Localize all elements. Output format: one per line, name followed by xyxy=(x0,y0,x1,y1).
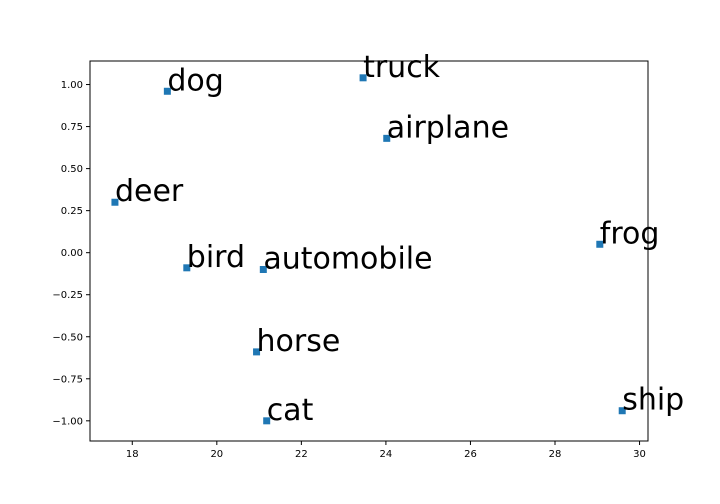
y-tick-label: −0.25 xyxy=(52,290,83,301)
point-label-bird: bird xyxy=(187,240,245,275)
x-tick-label: 26 xyxy=(464,449,477,460)
x-tick-label: 18 xyxy=(126,449,139,460)
plot-frame xyxy=(89,60,649,442)
point-label-airplane: airplane xyxy=(387,110,509,145)
point-label-deer: deer xyxy=(115,174,184,209)
point-label-horse: horse xyxy=(257,324,341,359)
point-marker-deer xyxy=(111,198,119,206)
x-tick-label: 24 xyxy=(380,449,393,460)
point-marker-frog xyxy=(596,240,604,248)
point-label-frog: frog xyxy=(600,216,660,251)
point-label-automobile: automobile xyxy=(263,241,432,276)
x-tick-label: 28 xyxy=(549,449,562,460)
y-tick-label: 0.75 xyxy=(61,122,83,133)
x-tick-label: 22 xyxy=(295,449,308,460)
point-label-dog: dog xyxy=(167,63,223,98)
y-tick-label: 1.00 xyxy=(61,80,83,91)
point-label-ship: ship xyxy=(622,383,684,418)
point-marker-airplane xyxy=(383,134,391,142)
point-marker-truck xyxy=(359,74,367,82)
point-label-cat: cat xyxy=(267,393,314,428)
x-axis: 18 20 22 24 26 28 30 xyxy=(126,441,646,460)
point-marker-automobile xyxy=(259,265,267,273)
point-label-truck: truck xyxy=(363,50,441,85)
point-marker-ship xyxy=(618,407,626,415)
y-tick-label: 0.00 xyxy=(61,248,83,259)
y-tick-label: −0.50 xyxy=(52,332,83,343)
x-tick-label: 30 xyxy=(633,449,646,460)
y-tick-label: 0.50 xyxy=(61,164,83,175)
data-points: dog truck airplane deer frog bird automobile ho… xyxy=(111,50,684,428)
y-tick-label: −1.00 xyxy=(52,416,83,427)
point-marker-bird xyxy=(183,264,191,272)
y-tick-label: −0.75 xyxy=(52,374,83,385)
x-tick-label: 20 xyxy=(210,449,223,460)
y-tick-label: 0.25 xyxy=(61,206,83,217)
y-axis: −1.00 −0.75 −0.50 −0.25 0.00 0.25 0.50 0.75 1.00 xyxy=(52,80,90,427)
point-marker-horse xyxy=(253,348,261,356)
point-marker-cat xyxy=(263,417,271,425)
point-marker-dog xyxy=(163,87,171,95)
